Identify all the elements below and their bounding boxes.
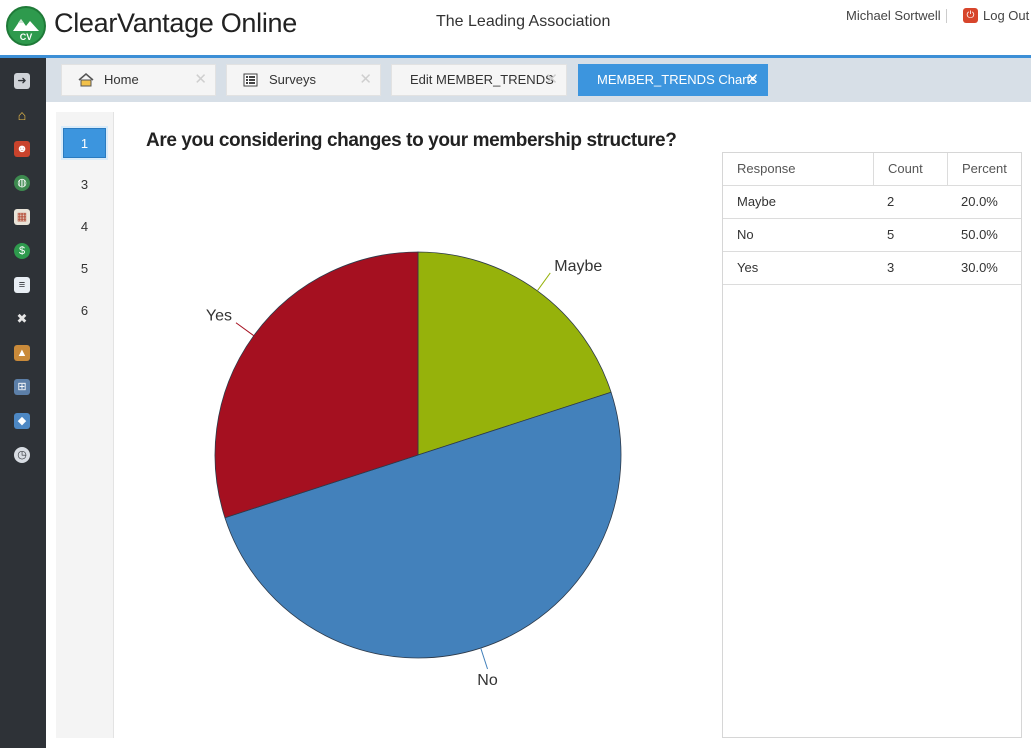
tab-bar: Home ✕ Surveys ✕ Edit MEMBER_TRENDS ✕ ME… <box>46 58 1031 102</box>
home-icon <box>78 73 94 87</box>
response-cell: Yes <box>737 260 759 275</box>
count-cell: 3 <box>887 260 895 275</box>
table-row[interactable]: Maybe 2 20.0% <box>723 186 1021 219</box>
tab-label: Home <box>104 72 139 87</box>
app-logo[interactable]: CV <box>6 6 46 46</box>
logout-link[interactable]: Log Out <box>983 8 1030 23</box>
organization-name: The Leading Association <box>436 13 611 30</box>
leader-line-no <box>480 647 489 670</box>
members-icon[interactable]: ☻ <box>14 141 30 157</box>
page-item[interactable]: 5 <box>80 261 89 276</box>
leader-line-maybe <box>536 272 551 292</box>
document-icon[interactable]: ≡ <box>14 277 30 293</box>
close-icon[interactable]: ✕ <box>194 71 207 88</box>
arrow-right-icon[interactable]: ➜ <box>14 73 30 89</box>
left-nav-rail: ➜ ⌂ ☻ ◍ ▦ $ ≡ ✖ ▲ ⊞ ◆ ◷ <box>0 58 46 748</box>
power-icon[interactable]: ⏻ <box>963 8 978 23</box>
response-pie-chart: Maybe No Yes <box>206 251 622 689</box>
header-divider <box>946 9 947 23</box>
count-cell: 2 <box>887 194 895 209</box>
response-cell: Maybe <box>737 194 777 209</box>
tag-icon[interactable]: ◆ <box>14 413 30 429</box>
page-item[interactable]: 3 <box>80 177 89 192</box>
pie-slice-maybe[interactable] <box>417 251 612 456</box>
tab-edit-member-trends[interactable]: Edit MEMBER_TRENDS ✕ <box>391 64 567 96</box>
pie-slice-no[interactable] <box>224 391 622 658</box>
home-icon[interactable]: ⌂ <box>17 107 27 123</box>
tab-surveys[interactable]: Surveys ✕ <box>226 64 381 96</box>
response-table: Response Count Percent Maybe 2 20.0% No … <box>722 152 1022 738</box>
percent-cell: 50.0% <box>961 227 998 242</box>
close-icon[interactable]: ✕ <box>359 71 372 88</box>
leader-line-yes <box>235 322 255 337</box>
pie-label-maybe: Maybe <box>554 258 602 275</box>
header-accent-line <box>0 55 1031 58</box>
cart-icon[interactable]: ⊞ <box>14 379 30 395</box>
pie-label-yes: Yes <box>206 308 232 325</box>
response-cell: No <box>737 227 754 242</box>
question-title: Are you considering changes to your memb… <box>146 130 677 151</box>
app-name: ClearVantage Online <box>54 8 297 38</box>
tab-member-trends-charts[interactable]: MEMBER_TRENDS Charts ✕ <box>578 64 768 96</box>
column-header[interactable]: Percent <box>947 153 1021 186</box>
tab-label: Edit MEMBER_TRENDS <box>410 72 554 87</box>
percent-cell: 20.0% <box>961 194 998 209</box>
table-row[interactable]: No 5 50.0% <box>723 219 1021 252</box>
page-item[interactable]: 1 <box>63 128 106 158</box>
tab-label: MEMBER_TRENDS Charts <box>597 72 757 87</box>
pie-slice-yes[interactable] <box>214 251 419 519</box>
pie-label-no: No <box>477 672 498 689</box>
list-icon <box>243 73 258 87</box>
table-row[interactable]: Yes 3 30.0% <box>723 252 1021 285</box>
close-icon[interactable]: ✕ <box>545 71 558 88</box>
column-header[interactable]: Response <box>737 161 796 176</box>
page-item[interactable]: 4 <box>80 219 89 234</box>
dollar-icon[interactable]: $ <box>14 243 30 259</box>
page-item[interactable]: 6 <box>80 303 89 318</box>
logo-text: CV <box>20 32 33 42</box>
tab-home[interactable]: Home ✕ <box>61 64 216 96</box>
question-page-navigator: 1 3 4 5 6 <box>56 112 114 738</box>
globe-icon[interactable]: ◍ <box>14 175 30 191</box>
building-icon[interactable]: ▲ <box>14 345 30 361</box>
close-icon[interactable]: ✕ <box>746 71 759 88</box>
user-name[interactable]: Michael Sortwell <box>846 8 941 23</box>
table-header-row: Response Count Percent <box>723 153 1021 186</box>
count-cell: 5 <box>887 227 895 242</box>
percent-cell: 30.0% <box>961 260 998 275</box>
app-header: CV ClearVantage Online The Leading Assoc… <box>0 0 1031 55</box>
calendar-icon[interactable]: ▦ <box>14 209 30 225</box>
tools-icon[interactable]: ✖ <box>16 311 28 326</box>
tab-label: Surveys <box>269 72 316 87</box>
column-header[interactable]: Count <box>873 153 947 186</box>
clock-icon[interactable]: ◷ <box>14 447 30 463</box>
